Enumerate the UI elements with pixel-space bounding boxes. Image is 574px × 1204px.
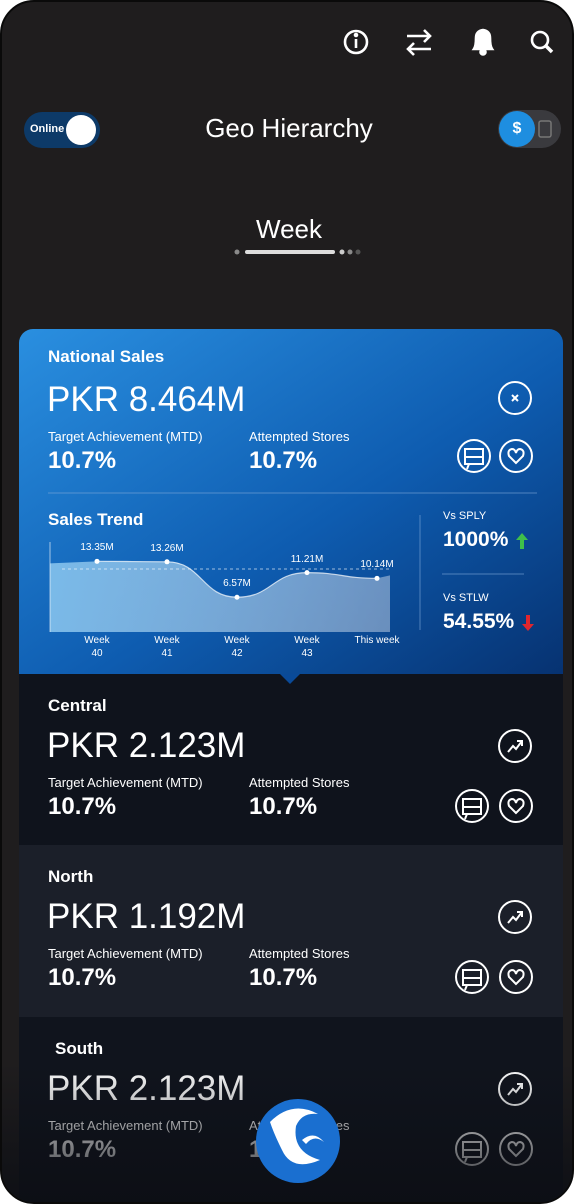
online-toggle[interactable] — [24, 112, 100, 148]
region-card — [19, 674, 563, 845]
comparison-value: 1000% — [443, 528, 509, 551]
bell-icon[interactable] — [471, 28, 495, 56]
favorite-button[interactable] — [499, 789, 533, 823]
metric-label: Target Achievement (MTD) — [48, 946, 203, 961]
page-title: Geo Hierarchy — [205, 113, 373, 143]
favorite-button-ring — [499, 789, 533, 823]
trend-arrow — [522, 615, 534, 631]
close-button-glyph — [511, 394, 519, 402]
region-name: Central — [48, 696, 107, 715]
metric-label: Target Achievement (MTD) — [48, 775, 203, 790]
data-label: 11.21M — [290, 553, 324, 565]
region-amount: PKR 1.192M — [47, 897, 246, 936]
data-point — [164, 559, 170, 565]
pointer — [280, 674, 300, 684]
trend-button[interactable] — [498, 729, 532, 763]
close-button[interactable] — [498, 381, 532, 415]
details-button-ring — [457, 439, 491, 473]
metric-label: Attempted Stores — [249, 429, 350, 444]
metric-label: Attempted Stores — [249, 946, 350, 961]
region-amount: PKR 2.123M — [47, 726, 246, 765]
data-label: 10.14M — [360, 559, 394, 571]
toggle-label: Online — [30, 123, 65, 135]
details-button-ring — [455, 789, 489, 823]
favorite-button-ring — [499, 960, 533, 994]
metric-label: Target Achievement (MTD) — [48, 429, 203, 444]
metric-value: 10.7% — [249, 793, 318, 820]
comparison-value: 54.55% — [443, 610, 515, 633]
x-tick-label: Week 41 — [154, 635, 180, 659]
currency-icon[interactable]: $ — [512, 120, 522, 137]
metric-value: 10.7% — [48, 793, 117, 820]
metric-label: Attempted Stores — [249, 775, 350, 790]
trend-area — [50, 561, 390, 632]
data-point — [304, 570, 310, 576]
period-label[interactable]: Week — [256, 214, 322, 244]
sales-trend-chart — [49, 542, 390, 632]
metric-value: 10.7% — [48, 964, 117, 991]
x-tick-label: This week — [354, 635, 400, 646]
favorite-button-ring — [499, 439, 533, 473]
details-button-glyph — [464, 448, 484, 470]
x-tick-label: Week 43 — [294, 635, 320, 659]
currency-toggle[interactable] — [498, 110, 561, 148]
card-amount: PKR 8.464M — [47, 380, 246, 419]
trend-arrow — [516, 533, 528, 549]
details-button-glyph — [462, 798, 482, 820]
region-amount: PKR 2.123M — [47, 1069, 246, 1108]
favorite-button-glyph — [507, 447, 525, 465]
favorite-button[interactable] — [499, 960, 533, 994]
details-button[interactable] — [455, 789, 489, 823]
x-tick-label: Week 42 — [224, 635, 250, 659]
region-card — [19, 845, 563, 1017]
trend-button-glyph — [507, 911, 523, 924]
favorite-button[interactable] — [499, 439, 533, 473]
swap-icon[interactable] — [406, 29, 432, 56]
trend-button-ring — [498, 900, 532, 934]
info-icon[interactable] — [343, 29, 369, 55]
data-label: 6.57M — [223, 578, 251, 590]
pager — [234, 249, 361, 255]
metric-value: 10.7% — [249, 1136, 318, 1163]
data-label: 13.26M — [150, 542, 184, 554]
trend-button-ring — [498, 729, 532, 763]
metric-value: 10.7% — [249, 447, 318, 474]
comparison-label: Vs SPLY — [443, 510, 487, 522]
details-button-glyph — [462, 969, 482, 991]
close-button-ring — [498, 381, 532, 415]
x-tick-label: Week 40 — [84, 635, 110, 659]
data-point — [374, 575, 380, 581]
trend-button[interactable] — [498, 900, 532, 934]
comparison-label: Vs STLW — [443, 592, 489, 604]
metric-value: 10.7% — [48, 447, 117, 474]
card-title: National Sales — [48, 347, 165, 366]
metric-label: Target Achievement (MTD) — [48, 1118, 203, 1133]
metric-value: 10.7% — [249, 964, 318, 991]
favorite-button-glyph — [507, 797, 525, 815]
region-name: South — [55, 1039, 104, 1058]
details-button[interactable] — [457, 439, 491, 473]
data-point — [94, 558, 100, 564]
favorite-button-glyph — [507, 968, 525, 986]
data-point — [234, 594, 240, 600]
region-name: North — [48, 867, 94, 886]
metric-label: Attempted Stores — [249, 1118, 350, 1133]
trend-button-glyph — [507, 740, 523, 753]
details-button[interactable] — [455, 960, 489, 994]
chart-title: Sales Trend — [48, 510, 144, 529]
top-icons — [343, 28, 554, 56]
data-label: 13.35M — [80, 542, 114, 554]
details-button-ring — [455, 960, 489, 994]
metric-value: 10.7% — [48, 1136, 117, 1163]
search-icon[interactable] — [530, 30, 554, 54]
